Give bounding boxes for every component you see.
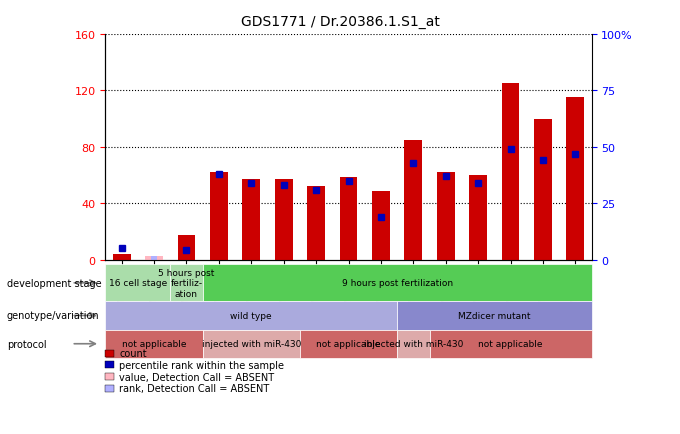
Text: 9 hours post fertilization: 9 hours post fertilization	[341, 279, 453, 288]
Text: protocol: protocol	[7, 339, 46, 349]
Text: rank, Detection Call = ABSENT: rank, Detection Call = ABSENT	[119, 384, 269, 393]
Bar	[177, 235, 195, 260]
Bar	[502, 84, 520, 260]
Text: MZdicer mutant: MZdicer mutant	[458, 311, 530, 320]
Bar	[566, 98, 584, 260]
Text: injected with miR-430: injected with miR-430	[201, 339, 301, 349]
Text: percentile rank within the sample: percentile rank within the sample	[119, 360, 284, 370]
Bar	[372, 191, 390, 260]
Text: GDS1771 / Dr.20386.1.S1_at: GDS1771 / Dr.20386.1.S1_at	[241, 15, 439, 29]
Text: count: count	[119, 349, 147, 358]
Text: 16 cell stage: 16 cell stage	[109, 279, 167, 288]
Text: injected with miR-430: injected with miR-430	[364, 339, 463, 349]
Bar	[210, 173, 228, 260]
Bar	[151, 257, 157, 260]
Text: not applicable: not applicable	[316, 339, 381, 349]
Bar	[339, 177, 358, 260]
Text: value, Detection Call = ABSENT: value, Detection Call = ABSENT	[119, 372, 274, 381]
Text: development stage: development stage	[7, 278, 101, 288]
Text: not applicable: not applicable	[478, 339, 543, 349]
Bar	[113, 255, 131, 260]
Text: 5 hours post
fertiliz-
ation: 5 hours post fertiliz- ation	[158, 268, 215, 298]
Text: not applicable: not applicable	[122, 339, 186, 349]
Bar	[145, 256, 163, 260]
Bar	[405, 141, 422, 260]
Text: wild type: wild type	[231, 311, 272, 320]
Text: genotype/variation: genotype/variation	[7, 311, 99, 321]
Bar	[534, 119, 552, 260]
Bar	[275, 180, 292, 260]
Bar	[242, 180, 260, 260]
Bar	[437, 173, 455, 260]
Bar	[469, 176, 487, 260]
Bar	[307, 187, 325, 260]
